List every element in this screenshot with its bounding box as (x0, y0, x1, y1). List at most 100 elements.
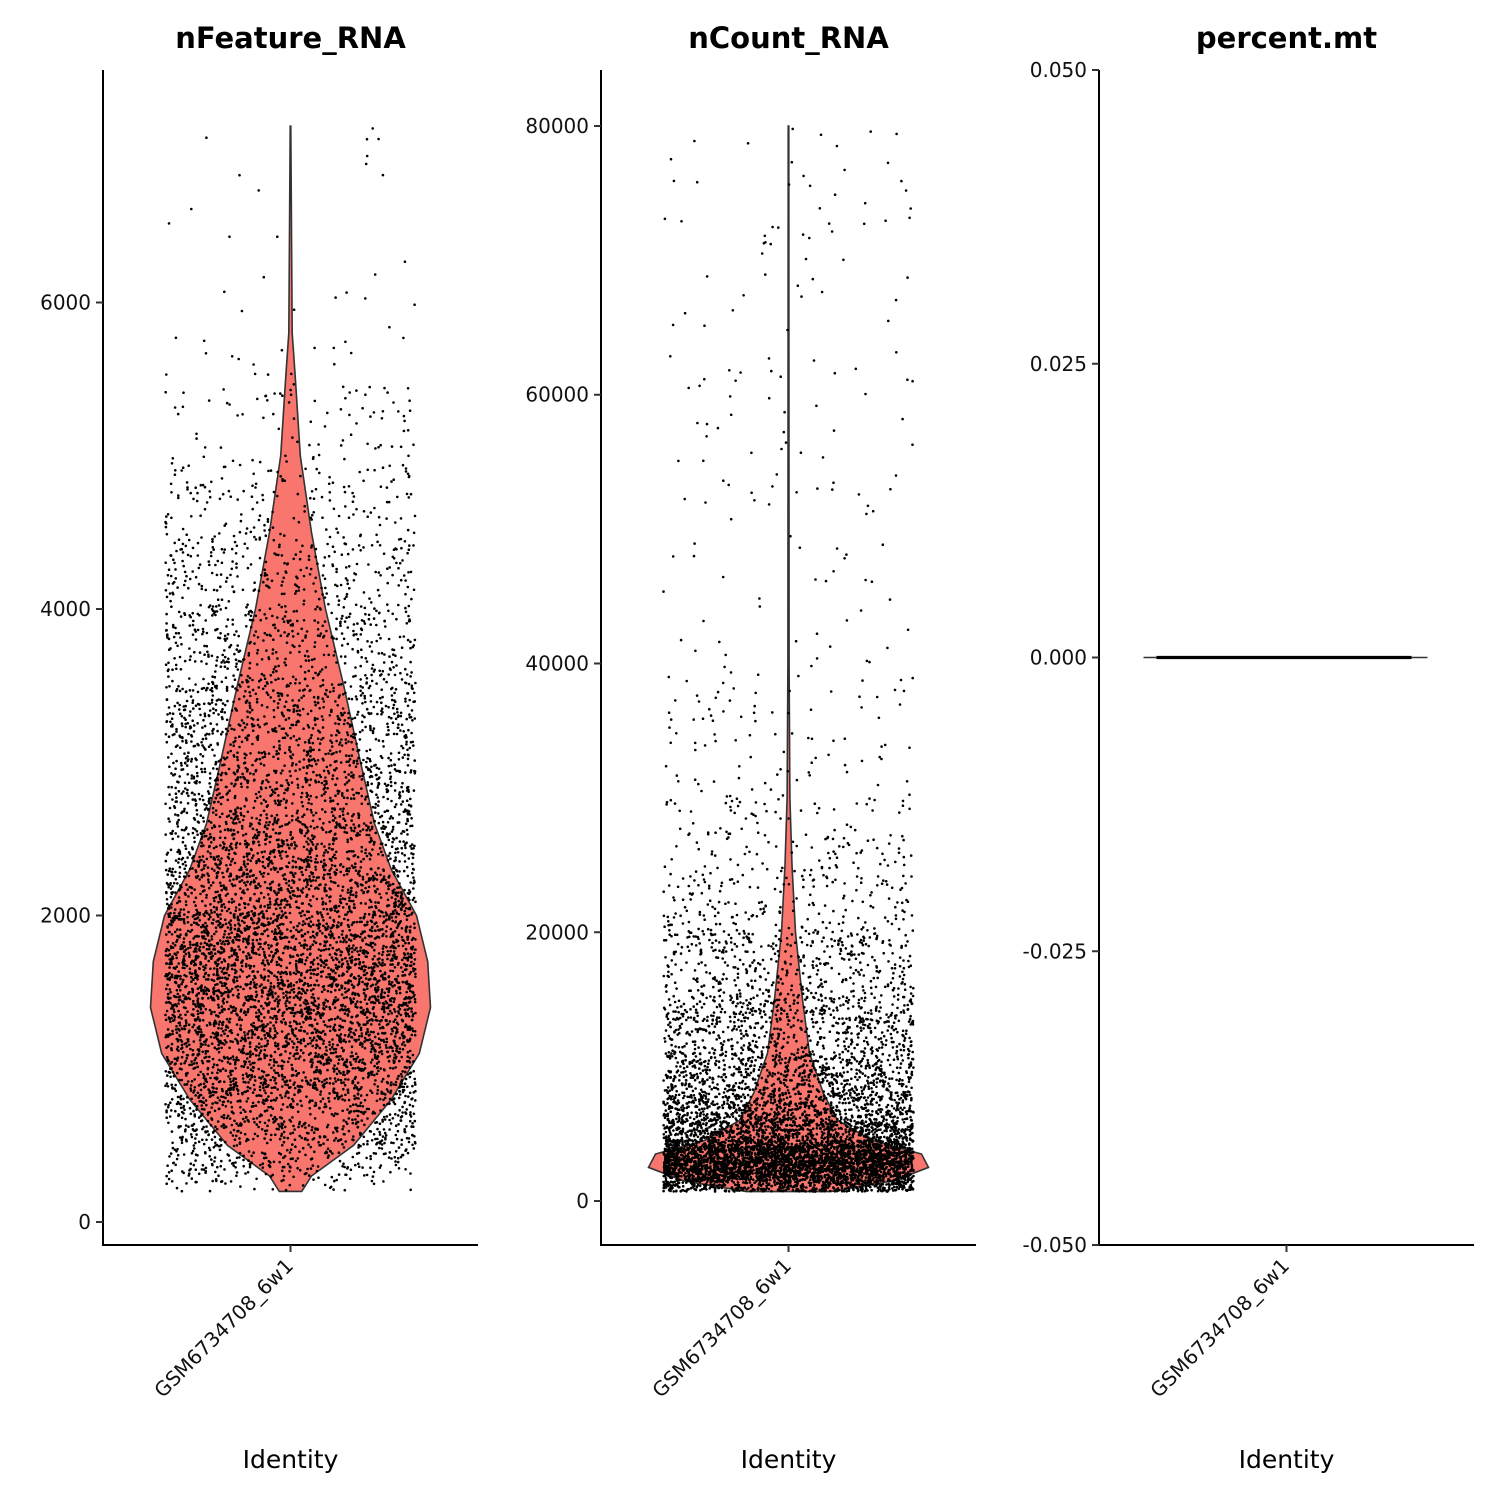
data-point (223, 943, 226, 946)
data-point (388, 566, 392, 569)
data-point (404, 941, 407, 945)
data-point (167, 904, 171, 907)
data-point (214, 1178, 218, 1181)
data-point (207, 1060, 211, 1063)
data-point (236, 755, 239, 759)
data-point (203, 972, 207, 976)
data-point (168, 1155, 171, 1158)
data-point (360, 656, 364, 659)
data-point (406, 952, 410, 955)
data-point (389, 945, 392, 949)
data-point (177, 610, 181, 614)
data-point (336, 584, 339, 588)
data-point (376, 588, 380, 592)
data-point (337, 921, 340, 924)
data-point (192, 707, 195, 710)
data-point (179, 974, 182, 978)
data-point (186, 788, 189, 792)
data-point (332, 686, 336, 690)
data-point (255, 1177, 258, 1181)
data-point (277, 1074, 281, 1077)
data-point (210, 938, 214, 941)
data-point (354, 1052, 358, 1055)
data-point (369, 1001, 373, 1004)
data-point (318, 471, 321, 475)
data-point (313, 887, 317, 890)
data-point (382, 1180, 385, 1183)
data-point (322, 1020, 326, 1023)
data-point (403, 912, 407, 916)
data-point (320, 826, 324, 830)
data-point (315, 1039, 318, 1042)
data-point (295, 818, 298, 821)
data-point (410, 709, 414, 712)
data-point (195, 921, 198, 925)
data-point (291, 866, 295, 869)
data-point (347, 779, 351, 782)
data-point (276, 494, 279, 498)
data-point (372, 969, 376, 973)
data-point (207, 819, 211, 823)
data-point (239, 1185, 242, 1188)
data-point (250, 1161, 253, 1164)
data-point (216, 982, 219, 986)
data-point (221, 702, 225, 705)
data-point (230, 901, 234, 904)
data-point (236, 668, 240, 671)
data-point (220, 903, 224, 907)
data-point (165, 933, 168, 936)
data-point (167, 706, 171, 709)
data-point (295, 959, 298, 963)
data-point (354, 958, 357, 961)
data-point (404, 470, 408, 473)
data-point (231, 459, 235, 463)
data-point (334, 1080, 338, 1083)
data-point (209, 915, 212, 919)
data-point (408, 1119, 412, 1123)
data-point (207, 878, 210, 881)
data-point (234, 846, 238, 849)
data-point (257, 897, 261, 901)
data-point (257, 1058, 261, 1061)
data-point (302, 599, 306, 603)
data-point (202, 874, 206, 877)
data-point (263, 929, 267, 933)
data-point (250, 946, 254, 950)
data-point (179, 884, 182, 887)
data-point (271, 1075, 275, 1079)
data-point (245, 798, 248, 802)
data-point (285, 839, 289, 842)
data-point (262, 764, 266, 767)
data-point (277, 995, 280, 998)
data-point (217, 713, 220, 716)
data-point (187, 781, 191, 785)
data-point (218, 815, 222, 819)
data-point (174, 1109, 177, 1113)
data-point (406, 958, 410, 962)
data-point (166, 573, 170, 577)
data-point (324, 1045, 328, 1049)
data-point (252, 634, 256, 637)
data-point (251, 874, 254, 877)
data-point (170, 605, 173, 608)
data-point (336, 792, 340, 795)
data-point (303, 932, 307, 936)
data-point (350, 959, 354, 962)
data-point (257, 925, 260, 929)
data-point (238, 1156, 241, 1159)
data-point (240, 964, 244, 968)
data-point (289, 726, 292, 730)
data-point (294, 678, 298, 681)
data-point (404, 842, 407, 846)
data-point (385, 892, 388, 895)
data-point (310, 546, 313, 549)
data-point (272, 1037, 275, 1040)
data-point (208, 782, 211, 785)
data-point (373, 955, 376, 958)
data-point (289, 1148, 293, 1151)
data-point (310, 802, 313, 806)
data-point (359, 1000, 363, 1004)
data-point (298, 737, 301, 740)
data-point (266, 804, 270, 807)
data-point (315, 854, 319, 858)
